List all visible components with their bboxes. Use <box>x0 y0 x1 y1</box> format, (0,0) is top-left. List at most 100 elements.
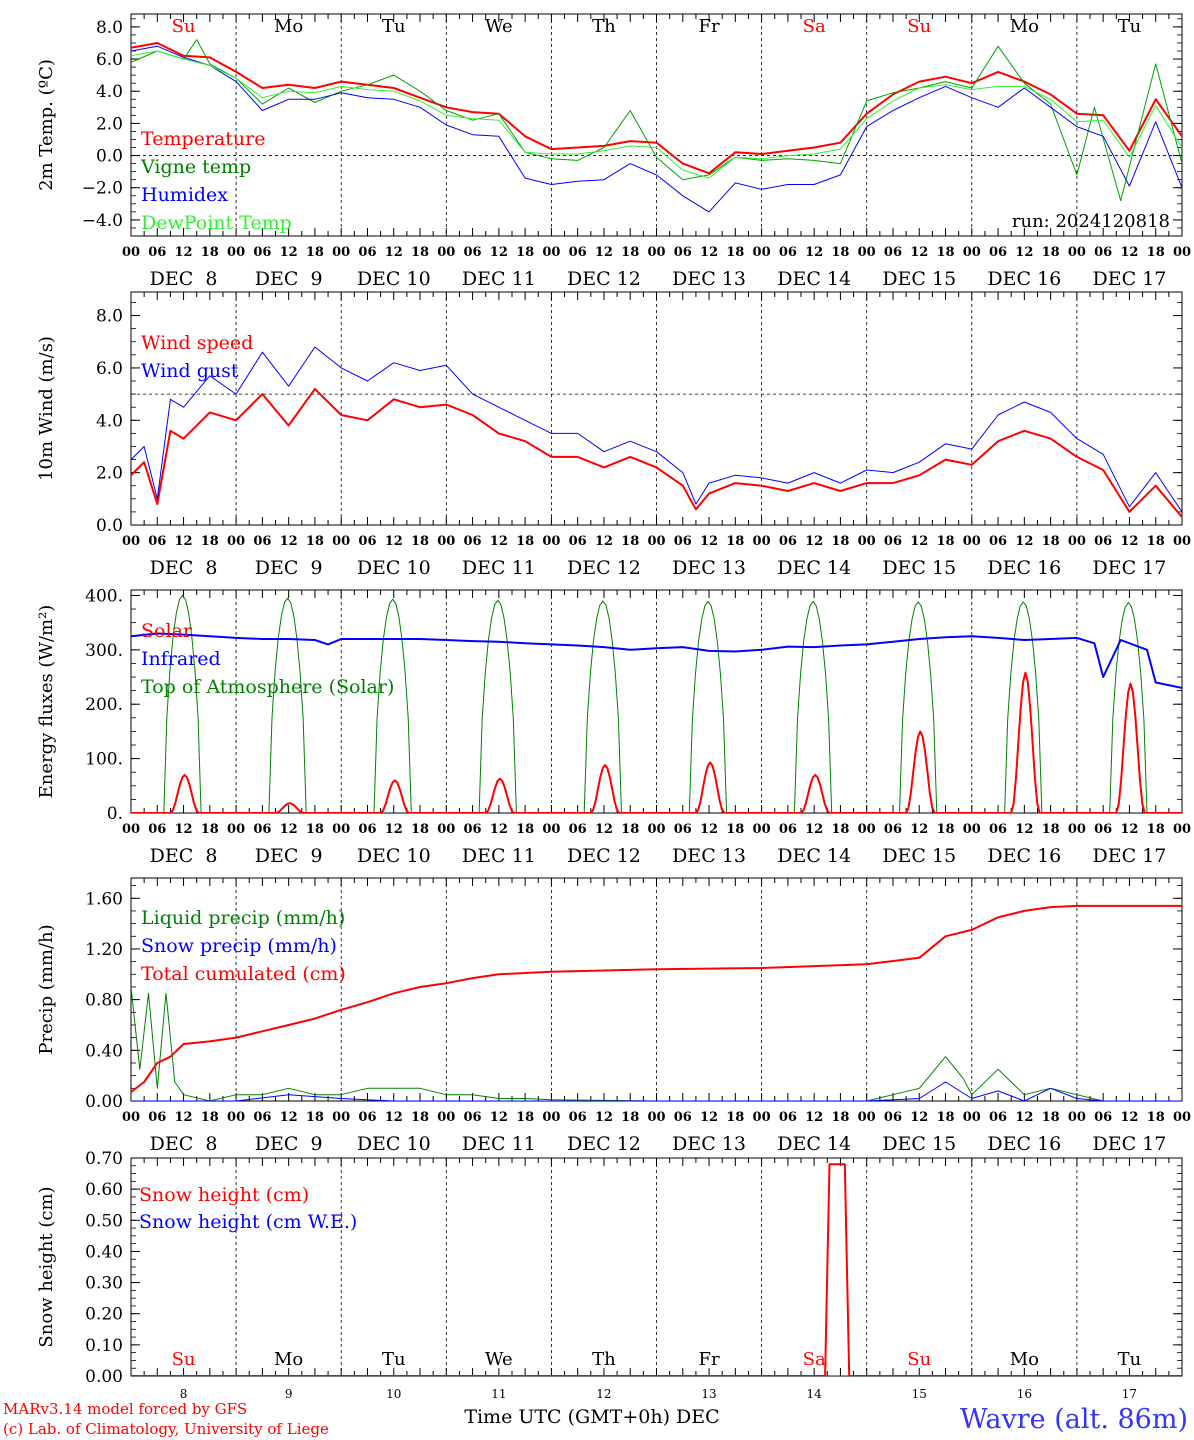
x-hour-label: 00 <box>963 245 981 260</box>
y-tick-label: 6.0 <box>96 359 123 379</box>
y-tick-label: 1.20 <box>85 940 123 960</box>
x-hour-label: 12 <box>805 1110 823 1125</box>
x-hour-label: 06 <box>779 1110 797 1125</box>
x-hour-label: 18 <box>306 822 324 837</box>
x-hour-label: 06 <box>464 534 482 549</box>
x-day-label: DEC 10 <box>357 557 431 579</box>
legend-entry-temperature: Temperature <box>141 128 265 150</box>
x-hour-label: 18 <box>1147 534 1165 549</box>
x-hour-label: 12 <box>595 534 613 549</box>
plot-frame <box>130 589 1183 814</box>
y-tick-label: 0.10 <box>85 1336 123 1356</box>
x-hour-label: 12 <box>385 1110 403 1125</box>
x-day-number: 10 <box>386 1387 401 1401</box>
legend-entry-total-cumulated-cm: Total cumulated (cm) <box>141 963 346 985</box>
x-hour-label: 12 <box>490 822 508 837</box>
x-day-label: DEC 15 <box>882 268 956 290</box>
x-hour-label: 18 <box>1042 822 1060 837</box>
x-hour-label: 06 <box>989 534 1007 549</box>
x-hour-label: 06 <box>569 822 587 837</box>
legend-entry-wind-speed: Wind speed <box>141 332 253 354</box>
legend-entry-solar: Solar <box>141 620 193 642</box>
footer-lab-credit: (c) Lab. of Climatology, University of L… <box>3 1420 329 1438</box>
x-hour-label: 18 <box>201 1110 219 1125</box>
x-hour-label: 00 <box>1173 534 1191 549</box>
x-hour-label: 12 <box>280 245 298 260</box>
x-hour-label: 12 <box>280 1110 298 1125</box>
x-hour-label: 00 <box>647 1110 665 1125</box>
x-day-label: DEC 14 <box>777 1133 851 1155</box>
x-hour-label: 18 <box>201 245 219 260</box>
weekday-label: Su <box>907 1349 931 1370</box>
x-hour-label: 06 <box>148 1110 166 1125</box>
series-line-top-of-atmosphere-solar <box>131 594 1182 813</box>
x-hour-label: 00 <box>227 1110 245 1125</box>
y-tick-label: 0.00 <box>85 1092 123 1112</box>
x-hour-label: 00 <box>963 1110 981 1125</box>
x-hour-label: 06 <box>779 245 797 260</box>
x-hour-label: 12 <box>1015 822 1033 837</box>
x-hour-label: 00 <box>858 245 876 260</box>
x-hour-label: 00 <box>647 534 665 549</box>
x-hour-label: 12 <box>595 1110 613 1125</box>
x-day-label: DEC 15 <box>882 1133 956 1155</box>
x-hour-label: 18 <box>726 534 744 549</box>
x-day-label: DEC 12 <box>567 1133 641 1155</box>
x-hour-label: 12 <box>490 245 508 260</box>
x-day-number: 14 <box>807 1387 823 1401</box>
x-hour-label: 06 <box>358 822 376 837</box>
x-hour-label: 18 <box>411 534 429 549</box>
x-hour-label: 18 <box>516 822 534 837</box>
x-hour-label: 06 <box>779 822 797 837</box>
x-hour-label: 06 <box>884 534 902 549</box>
x-day-number: 13 <box>701 1387 716 1401</box>
series-line-solar <box>131 671 1182 813</box>
x-hour-label: 06 <box>464 822 482 837</box>
x-hour-label: 00 <box>1068 245 1086 260</box>
x-day-label: DEC 17 <box>1093 268 1167 290</box>
legend-entry-infrared: Infrared <box>141 648 221 670</box>
station-name: Wavre (alt. 86m) <box>960 1404 1188 1435</box>
x-day-number: 16 <box>1017 1387 1032 1401</box>
y-tick-label: 4.0 <box>96 411 123 431</box>
x-hour-label: 12 <box>1120 1110 1138 1125</box>
y-tick-label: 1.60 <box>85 889 123 909</box>
x-hour-label: 18 <box>831 534 849 549</box>
x-hour-label: 00 <box>1173 245 1191 260</box>
x-day-label: DEC 13 <box>672 268 746 290</box>
y-tick-label: 0.00 <box>85 1367 123 1387</box>
x-day-label: DEC 17 <box>1093 845 1167 867</box>
series-group <box>131 1163 1182 1376</box>
x-hour-label: 18 <box>831 1110 849 1125</box>
x-hour-label: 06 <box>253 1110 271 1125</box>
y-axis-label: 2m Temp. (ºC) <box>36 59 57 191</box>
y-tick-label: 0.40 <box>85 1041 123 1061</box>
x-hour-label: 00 <box>1173 1110 1191 1125</box>
x-hour-label: 18 <box>936 534 954 549</box>
weekday-label: Sa <box>803 1349 826 1370</box>
y-tick-label: 8.0 <box>96 307 123 327</box>
x-hour-label: 18 <box>1042 1110 1060 1125</box>
x-hour-label: 06 <box>358 245 376 260</box>
series-line-dewpoint-temp <box>131 50 1182 179</box>
legend-entry-humidex: Humidex <box>141 184 228 206</box>
x-hour-label: 00 <box>753 534 771 549</box>
series-line-snow-height-cm <box>131 1163 1182 1376</box>
x-hour-label: 00 <box>858 822 876 837</box>
x-day-label: DEC 14 <box>777 268 851 290</box>
x-day-label: DEC 9 <box>255 845 323 867</box>
y-tick-label: 0. <box>107 804 123 824</box>
x-hour-label: 12 <box>595 822 613 837</box>
x-day-label: DEC 10 <box>357 1133 431 1155</box>
legend-entry-dewpoint-temp: DewPoint Temp <box>141 212 292 234</box>
x-hour-label: 06 <box>253 822 271 837</box>
x-hour-label: 12 <box>175 245 193 260</box>
weekday-label: Mo <box>274 16 303 37</box>
weekday-label: Mo <box>1010 16 1039 37</box>
x-day-label: DEC 15 <box>882 845 956 867</box>
x-hour-label: 00 <box>437 245 455 260</box>
weekday-label: Tu <box>382 1349 406 1370</box>
x-hour-label: 18 <box>411 1110 429 1125</box>
x-hour-label: 18 <box>936 822 954 837</box>
x-day-label: DEC 8 <box>150 268 218 290</box>
